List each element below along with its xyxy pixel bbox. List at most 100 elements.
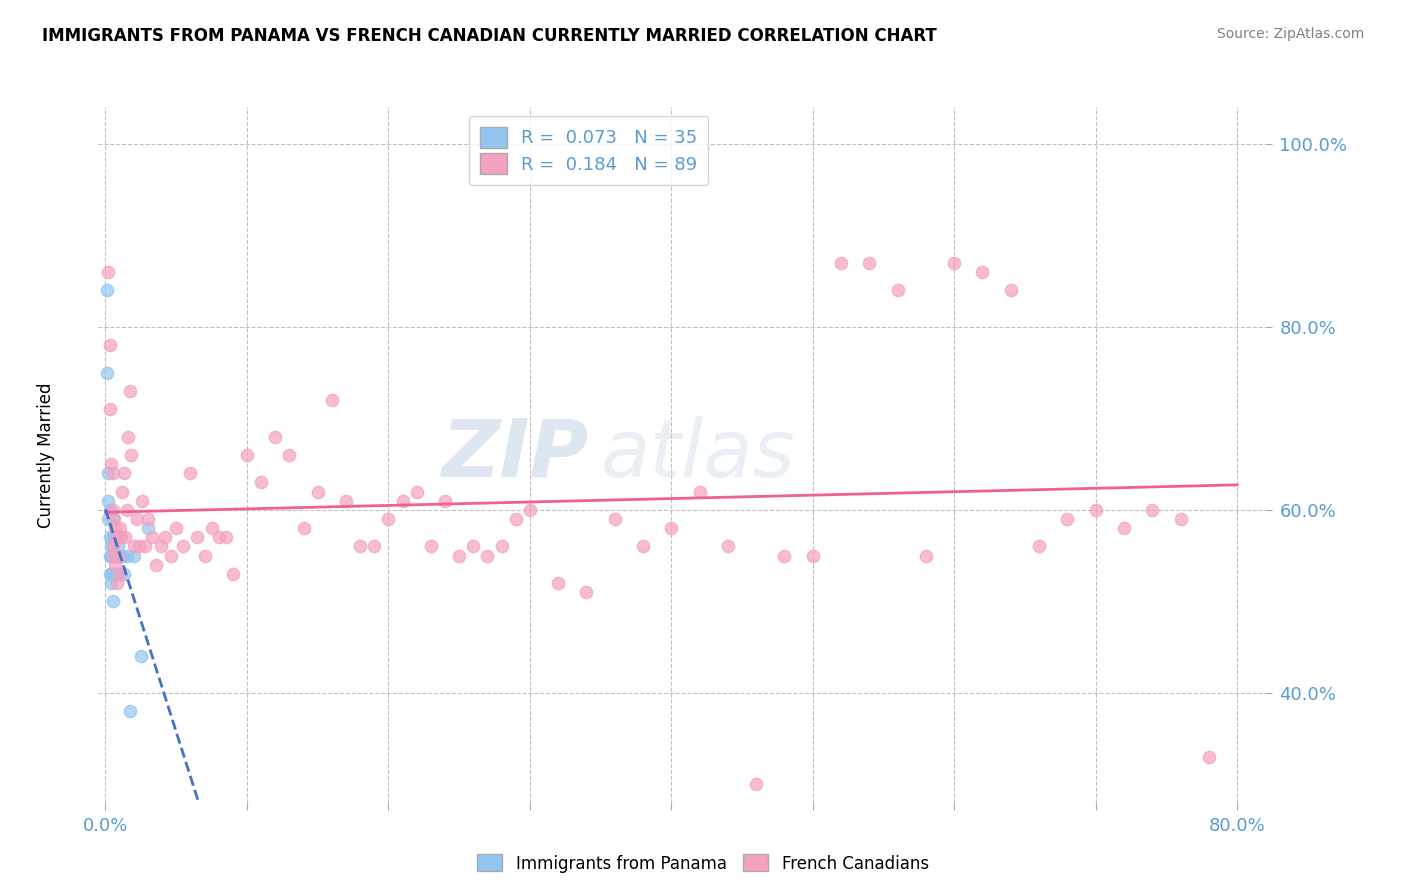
Point: [101, 549, 124, 563]
Point: [477, 549, 499, 563]
Point: [105, 566, 128, 581]
Point: [98, 338, 121, 352]
Point: [886, 283, 908, 297]
Point: [449, 549, 471, 563]
Point: [335, 493, 357, 508]
Point: [1028, 540, 1050, 554]
Point: [98, 503, 121, 517]
Point: [105, 530, 128, 544]
Point: [110, 530, 132, 544]
Point: [112, 566, 135, 581]
Point: [100, 549, 122, 563]
Point: [110, 549, 132, 563]
Point: [101, 566, 124, 581]
Point: [717, 540, 740, 554]
Point: [100, 540, 122, 554]
Point: [103, 530, 125, 544]
Point: [186, 530, 208, 544]
Point: [98, 530, 121, 544]
Point: [250, 475, 273, 490]
Point: [111, 484, 134, 499]
Point: [1198, 750, 1220, 764]
Point: [200, 521, 222, 535]
Point: [101, 540, 124, 554]
Point: [107, 549, 129, 563]
Point: [112, 467, 135, 481]
Point: [103, 549, 125, 563]
Point: [801, 549, 824, 563]
Point: [105, 576, 128, 591]
Point: [125, 512, 148, 526]
Point: [208, 530, 231, 544]
Point: [103, 549, 125, 563]
Point: [128, 540, 150, 554]
Point: [292, 521, 315, 535]
Point: [122, 549, 145, 563]
Point: [100, 457, 122, 471]
Point: [134, 540, 156, 554]
Point: [115, 549, 138, 563]
Point: [491, 540, 513, 554]
Point: [120, 448, 142, 462]
Point: [193, 549, 215, 563]
Point: [1000, 283, 1022, 297]
Point: [153, 530, 176, 544]
Point: [98, 566, 121, 581]
Point: [107, 566, 129, 581]
Point: [943, 255, 966, 269]
Point: [321, 392, 343, 407]
Point: [391, 493, 413, 508]
Text: Currently Married: Currently Married: [37, 382, 55, 528]
Point: [773, 549, 796, 563]
Point: [107, 540, 129, 554]
Point: [659, 521, 682, 535]
Point: [104, 558, 127, 572]
Point: [136, 521, 159, 535]
Point: [122, 540, 145, 554]
Point: [689, 484, 711, 499]
Point: [103, 512, 125, 526]
Point: [172, 540, 194, 554]
Point: [547, 576, 569, 591]
Point: [1142, 503, 1164, 517]
Point: [377, 512, 399, 526]
Text: ZIP: ZIP: [441, 416, 589, 494]
Point: [264, 429, 287, 443]
Point: [114, 530, 136, 544]
Point: [104, 530, 127, 544]
Point: [117, 429, 139, 443]
Point: [108, 521, 131, 535]
Point: [915, 549, 938, 563]
Point: [159, 549, 181, 563]
Point: [745, 777, 768, 791]
Point: [108, 566, 131, 581]
Point: [631, 540, 654, 554]
Point: [149, 540, 172, 554]
Point: [236, 448, 259, 462]
Point: [141, 530, 163, 544]
Point: [145, 558, 167, 572]
Point: [972, 265, 994, 279]
Point: [104, 549, 127, 563]
Point: [108, 530, 131, 544]
Point: [97, 467, 120, 481]
Point: [433, 493, 456, 508]
Point: [222, 566, 245, 581]
Point: [278, 448, 301, 462]
Point: [101, 530, 124, 544]
Point: [97, 265, 120, 279]
Point: [405, 484, 427, 499]
Point: [1084, 503, 1107, 517]
Point: [100, 566, 122, 581]
Point: [96, 366, 118, 380]
Point: [215, 530, 238, 544]
Point: [505, 512, 527, 526]
Point: [101, 594, 124, 608]
Point: [100, 576, 122, 591]
Point: [97, 493, 120, 508]
Point: [101, 512, 124, 526]
Point: [101, 503, 124, 517]
Point: [363, 540, 385, 554]
Point: [1056, 512, 1078, 526]
Point: [1112, 521, 1135, 535]
